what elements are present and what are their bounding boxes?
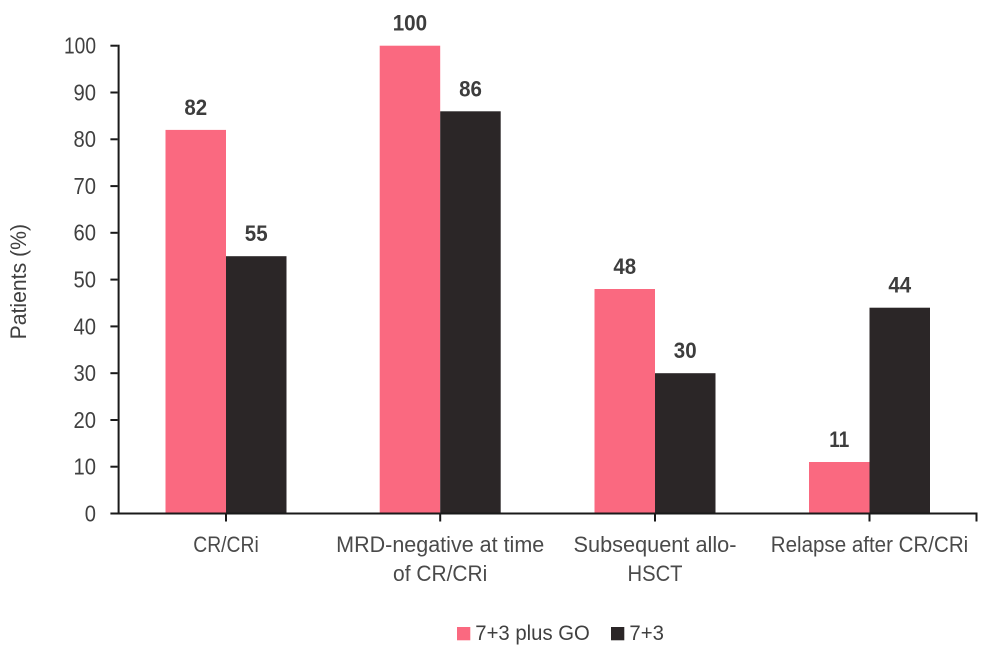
svg-text:Patients (%): Patients (%): [6, 224, 31, 339]
svg-text:50: 50: [74, 267, 97, 293]
svg-text:0: 0: [85, 500, 96, 526]
svg-text:30: 30: [74, 360, 97, 386]
svg-text:90: 90: [74, 79, 97, 105]
svg-text:40: 40: [74, 313, 97, 339]
svg-text:Relapse after CR/CRi: Relapse after CR/CRi: [771, 532, 969, 557]
svg-text:70: 70: [74, 173, 97, 199]
svg-text:55: 55: [245, 221, 268, 246]
svg-text:7+3 plus GO: 7+3 plus GO: [475, 622, 590, 645]
svg-text:of CR/CRi: of CR/CRi: [393, 561, 487, 586]
svg-text:48: 48: [613, 254, 636, 279]
svg-text:10: 10: [74, 454, 97, 480]
svg-text:82: 82: [184, 95, 207, 120]
svg-text:CR/CRi: CR/CRi: [193, 532, 259, 557]
svg-text:11: 11: [829, 427, 849, 452]
svg-text:MRD-negative at time: MRD-negative at time: [336, 532, 544, 557]
svg-text:100: 100: [64, 33, 96, 59]
svg-text:44: 44: [888, 273, 911, 298]
svg-text:86: 86: [459, 76, 482, 101]
svg-text:7+3: 7+3: [629, 622, 664, 645]
svg-text:HSCT: HSCT: [628, 561, 683, 586]
svg-text:20: 20: [74, 407, 97, 433]
svg-text:Subsequent allo-: Subsequent allo-: [574, 532, 737, 557]
svg-text:30: 30: [674, 338, 697, 363]
svg-text:100: 100: [393, 11, 427, 36]
svg-text:60: 60: [74, 220, 97, 246]
svg-text:80: 80: [74, 126, 97, 152]
